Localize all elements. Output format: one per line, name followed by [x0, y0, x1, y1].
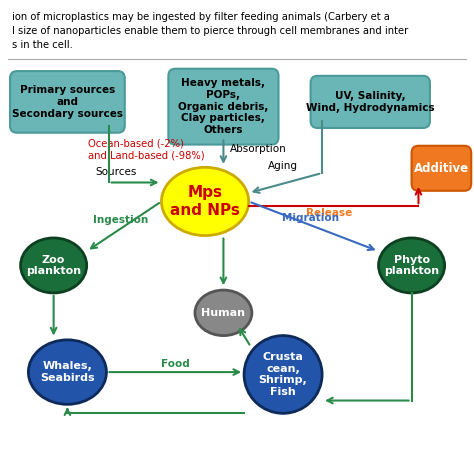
Text: ion of microplastics may be ingested by filter feeding animals (Carbery et a: ion of microplastics may be ingested by …	[12, 11, 390, 22]
Text: Migration: Migration	[282, 213, 339, 223]
Text: Ingestion: Ingestion	[92, 215, 148, 226]
Ellipse shape	[28, 340, 106, 404]
Text: Human: Human	[201, 308, 246, 318]
FancyBboxPatch shape	[411, 146, 471, 191]
Text: Absorption: Absorption	[230, 144, 287, 155]
Ellipse shape	[20, 238, 87, 293]
Text: Release: Release	[306, 208, 352, 219]
Text: Sources: Sources	[95, 167, 137, 177]
Ellipse shape	[379, 238, 445, 293]
FancyBboxPatch shape	[310, 76, 430, 128]
Text: Additive: Additive	[414, 162, 469, 175]
Text: UV, Salinity,
Wind, Hydrodynamics: UV, Salinity, Wind, Hydrodynamics	[306, 91, 435, 113]
Text: Aging: Aging	[268, 161, 298, 171]
Text: Mps
and NPs: Mps and NPs	[170, 185, 240, 218]
Text: Whales,
Seabirds: Whales, Seabirds	[40, 361, 95, 383]
Text: Ocean-based (-2%)
and Land-based (-98%): Ocean-based (-2%) and Land-based (-98%)	[88, 138, 205, 160]
Text: Zoo
plankton: Zoo plankton	[26, 255, 81, 276]
Ellipse shape	[195, 290, 252, 336]
Text: Heavy metals,
POPs,
Organic debris,
Clay particles,
Others: Heavy metals, POPs, Organic debris, Clay…	[178, 79, 269, 135]
FancyBboxPatch shape	[168, 69, 279, 145]
Text: s in the cell.: s in the cell.	[12, 40, 73, 50]
Ellipse shape	[162, 167, 249, 236]
Text: Phyto
plankton: Phyto plankton	[384, 255, 439, 276]
Text: Food: Food	[161, 358, 190, 369]
Ellipse shape	[244, 336, 322, 413]
Text: Primary sources
and
Secondary sources: Primary sources and Secondary sources	[12, 85, 123, 118]
Text: l size of nanoparticles enable them to pierce through cell membranes and inter: l size of nanoparticles enable them to p…	[12, 26, 409, 36]
FancyBboxPatch shape	[10, 71, 125, 133]
Text: Crusta
cean,
Shrimp,
Fish: Crusta cean, Shrimp, Fish	[259, 352, 308, 397]
